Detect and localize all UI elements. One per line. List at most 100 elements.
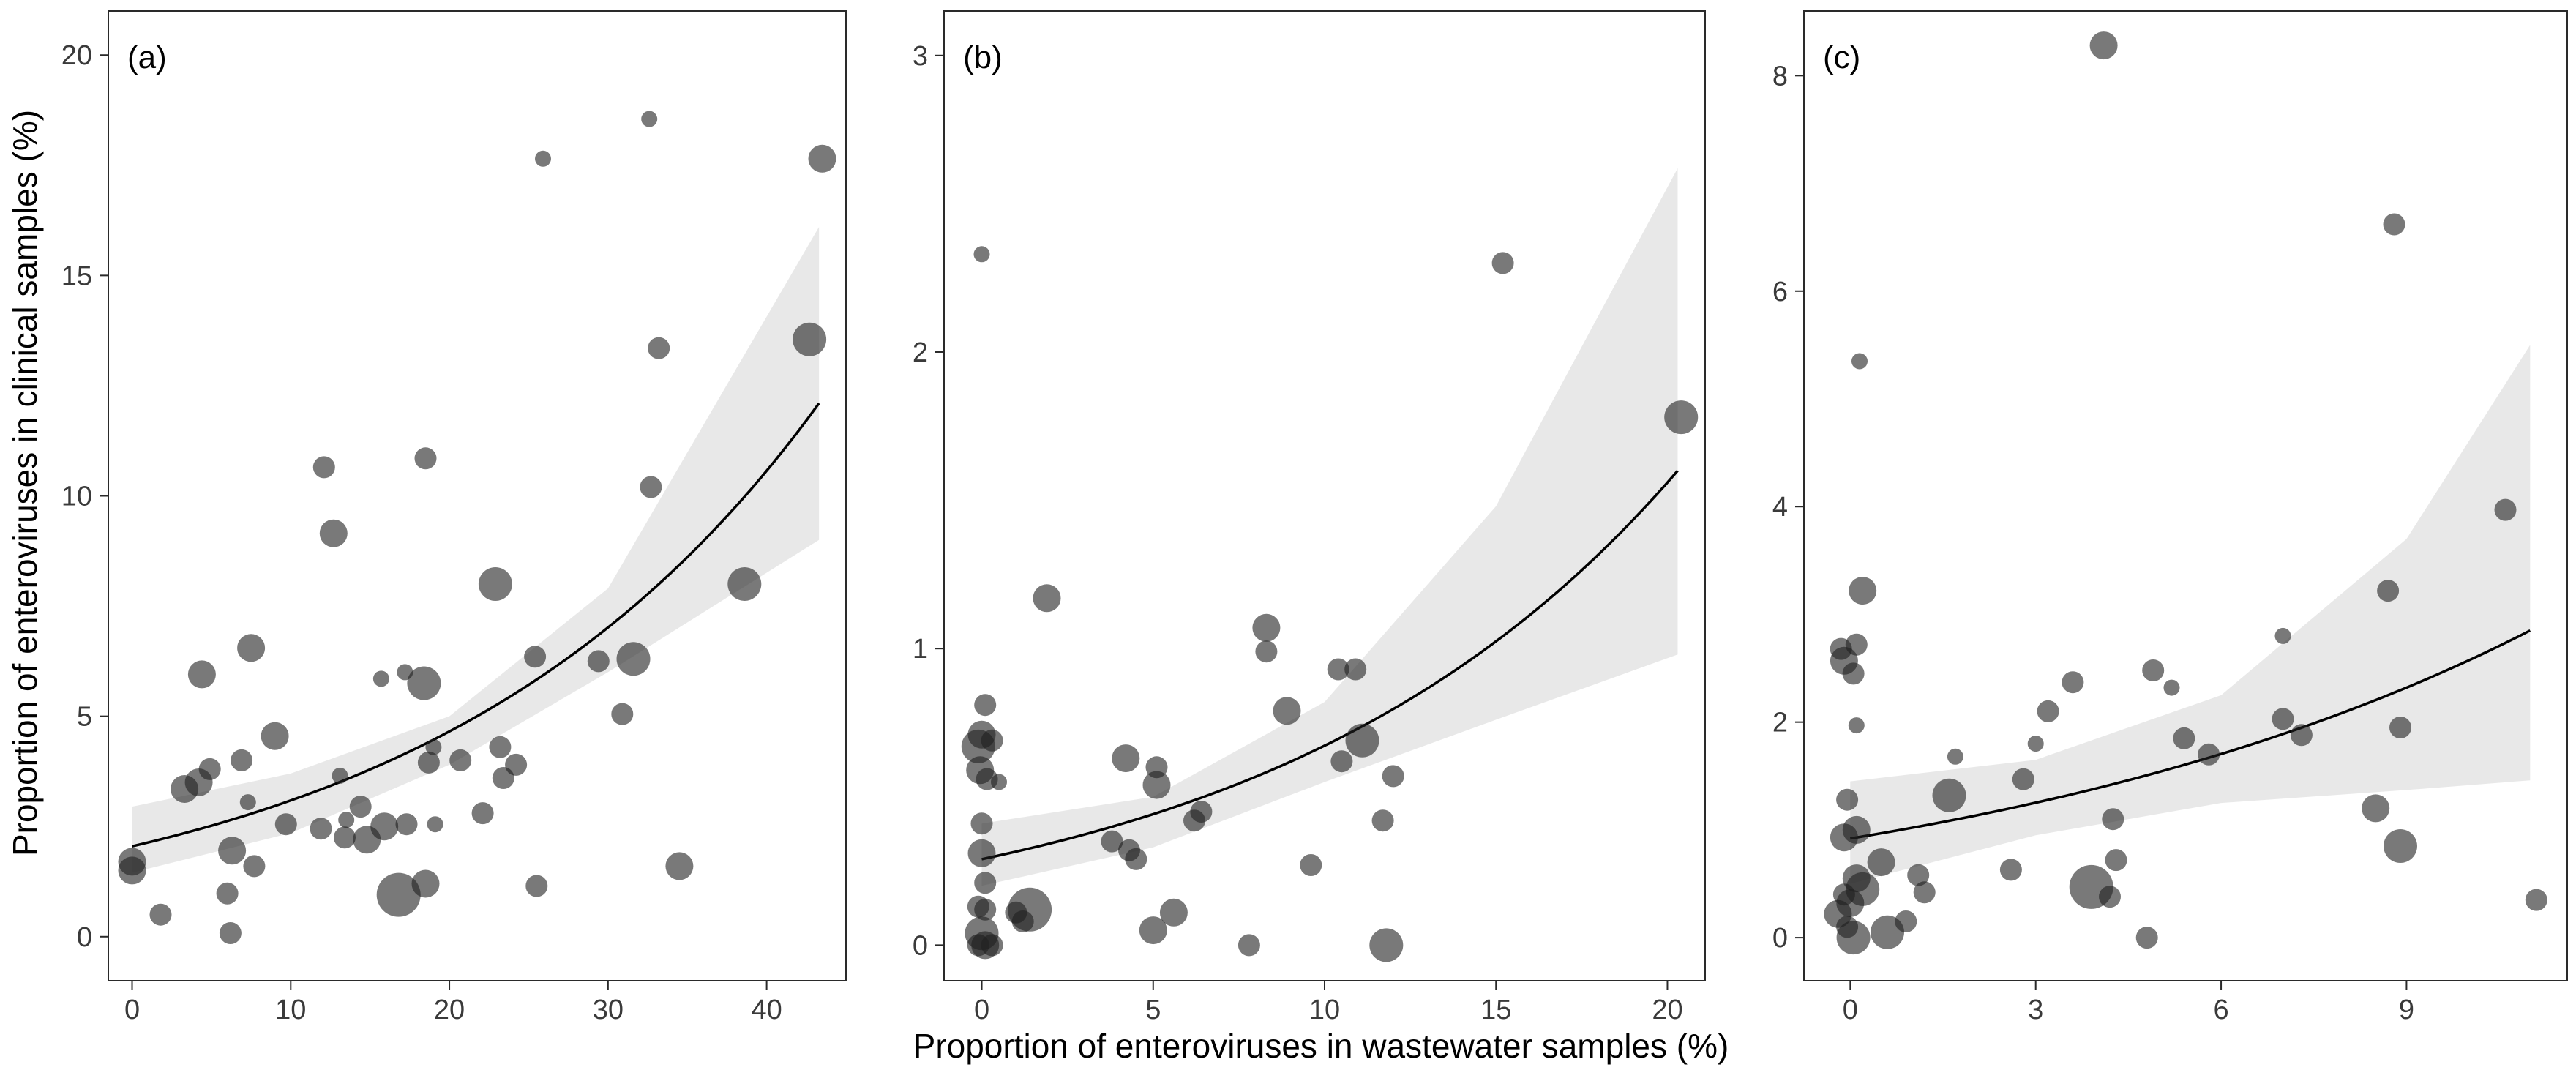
- data-point: [611, 703, 634, 725]
- confidence-band: [981, 168, 1678, 886]
- y-tick-label: 15: [61, 261, 92, 291]
- data-point: [1836, 788, 1859, 811]
- data-point: [407, 666, 441, 700]
- data-point: [2173, 727, 2195, 749]
- confidence-band: [132, 227, 820, 873]
- data-point: [1999, 859, 2022, 881]
- data-point: [118, 848, 146, 876]
- data-point: [2037, 700, 2059, 722]
- data-point: [261, 722, 289, 750]
- data-point: [2135, 927, 2158, 949]
- data-point: [425, 738, 442, 755]
- data-point: [274, 813, 297, 836]
- data-point: [2012, 768, 2034, 790]
- data-point: [1033, 584, 1061, 613]
- data-point: [974, 872, 997, 894]
- data-point: [198, 758, 221, 780]
- data-point: [237, 634, 266, 662]
- data-point: [1345, 723, 1379, 758]
- y-tick-label: 0: [77, 922, 92, 953]
- data-point: [2389, 717, 2411, 738]
- confidence-band: [1850, 345, 2531, 884]
- x-tick-label: 0: [124, 995, 140, 1025]
- data-point: [793, 322, 827, 356]
- data-point: [2142, 659, 2165, 681]
- data-point: [478, 567, 512, 601]
- data-point: [319, 519, 348, 547]
- y-tick-label: 8: [1772, 61, 1788, 91]
- data-point: [1852, 353, 1868, 370]
- y-tick-label: 0: [913, 930, 928, 961]
- panel-label: (b): [963, 40, 1003, 75]
- panel-a: 0 10 20 30 40 0 5 10 15 20 (a): [61, 10, 847, 1025]
- data-point: [1382, 765, 1404, 788]
- data-point: [2105, 849, 2127, 872]
- data-point: [218, 837, 247, 865]
- plot-frame: [1803, 10, 2568, 981]
- data-point: [973, 246, 990, 263]
- data-point: [2163, 679, 2180, 696]
- x-tick-label: 10: [275, 995, 306, 1025]
- data-point: [616, 642, 651, 676]
- data-point: [1112, 744, 1140, 773]
- data-point: [808, 144, 836, 173]
- panel-label: (c): [1823, 40, 1860, 75]
- data-point: [1849, 577, 1877, 605]
- data-point: [1255, 640, 1278, 663]
- data-point: [427, 816, 443, 833]
- data-point: [505, 753, 528, 776]
- data-point: [2384, 829, 2417, 863]
- x-tick-label: 20: [434, 995, 465, 1025]
- data-point: [332, 767, 348, 784]
- data-point: [1895, 910, 1917, 932]
- data-point: [2198, 743, 2220, 766]
- data-point: [243, 855, 266, 878]
- data-point: [648, 337, 670, 359]
- panel-c: 0 3 6 9 0 2 4 6 8 (c): [1772, 10, 2568, 1025]
- data-point: [1932, 778, 1966, 812]
- data-point: [727, 567, 762, 601]
- x-tick-label: 40: [751, 995, 782, 1025]
- data-point: [535, 150, 551, 167]
- data-point: [1907, 864, 1930, 886]
- x-tick-label: 9: [2399, 995, 2414, 1025]
- data-point: [417, 751, 440, 774]
- data-point: [1371, 809, 1394, 832]
- data-point: [1344, 658, 1367, 681]
- data-point: [372, 670, 389, 687]
- fitted-curve: [132, 402, 820, 848]
- data-point: [312, 456, 335, 479]
- y-tick-label: 2: [1772, 708, 1788, 738]
- data-point: [216, 882, 239, 905]
- y-tick-label: 20: [61, 40, 92, 71]
- data-point: [219, 922, 242, 944]
- data-point: [2525, 889, 2547, 911]
- data-point: [1913, 881, 1936, 904]
- data-point: [2062, 671, 2084, 694]
- data-point: [310, 818, 332, 840]
- data-point: [1330, 750, 1353, 773]
- data-point: [2383, 213, 2405, 236]
- y-tick-label: 1: [913, 634, 928, 665]
- data-point: [411, 869, 440, 898]
- data-point: [187, 660, 216, 689]
- data-point: [370, 812, 399, 841]
- x-tick-label: 0: [974, 995, 989, 1025]
- data-point: [449, 749, 472, 771]
- x-tick-label: 5: [1145, 995, 1161, 1025]
- y-tick-label: 10: [61, 482, 92, 512]
- data-point: [974, 898, 997, 921]
- y-tick-label: 2: [913, 337, 928, 368]
- data-point: [471, 802, 494, 825]
- data-point: [524, 646, 547, 668]
- data-point: [970, 812, 993, 835]
- x-tick-label: 0: [1843, 995, 1858, 1025]
- data-point: [525, 875, 548, 897]
- data-point: [2362, 794, 2390, 823]
- x-tick-label: 30: [593, 995, 624, 1025]
- data-point: [1273, 697, 1301, 725]
- data-point: [489, 736, 512, 758]
- x-tick-label: 6: [2213, 995, 2228, 1025]
- y-tick-label: 5: [77, 702, 92, 733]
